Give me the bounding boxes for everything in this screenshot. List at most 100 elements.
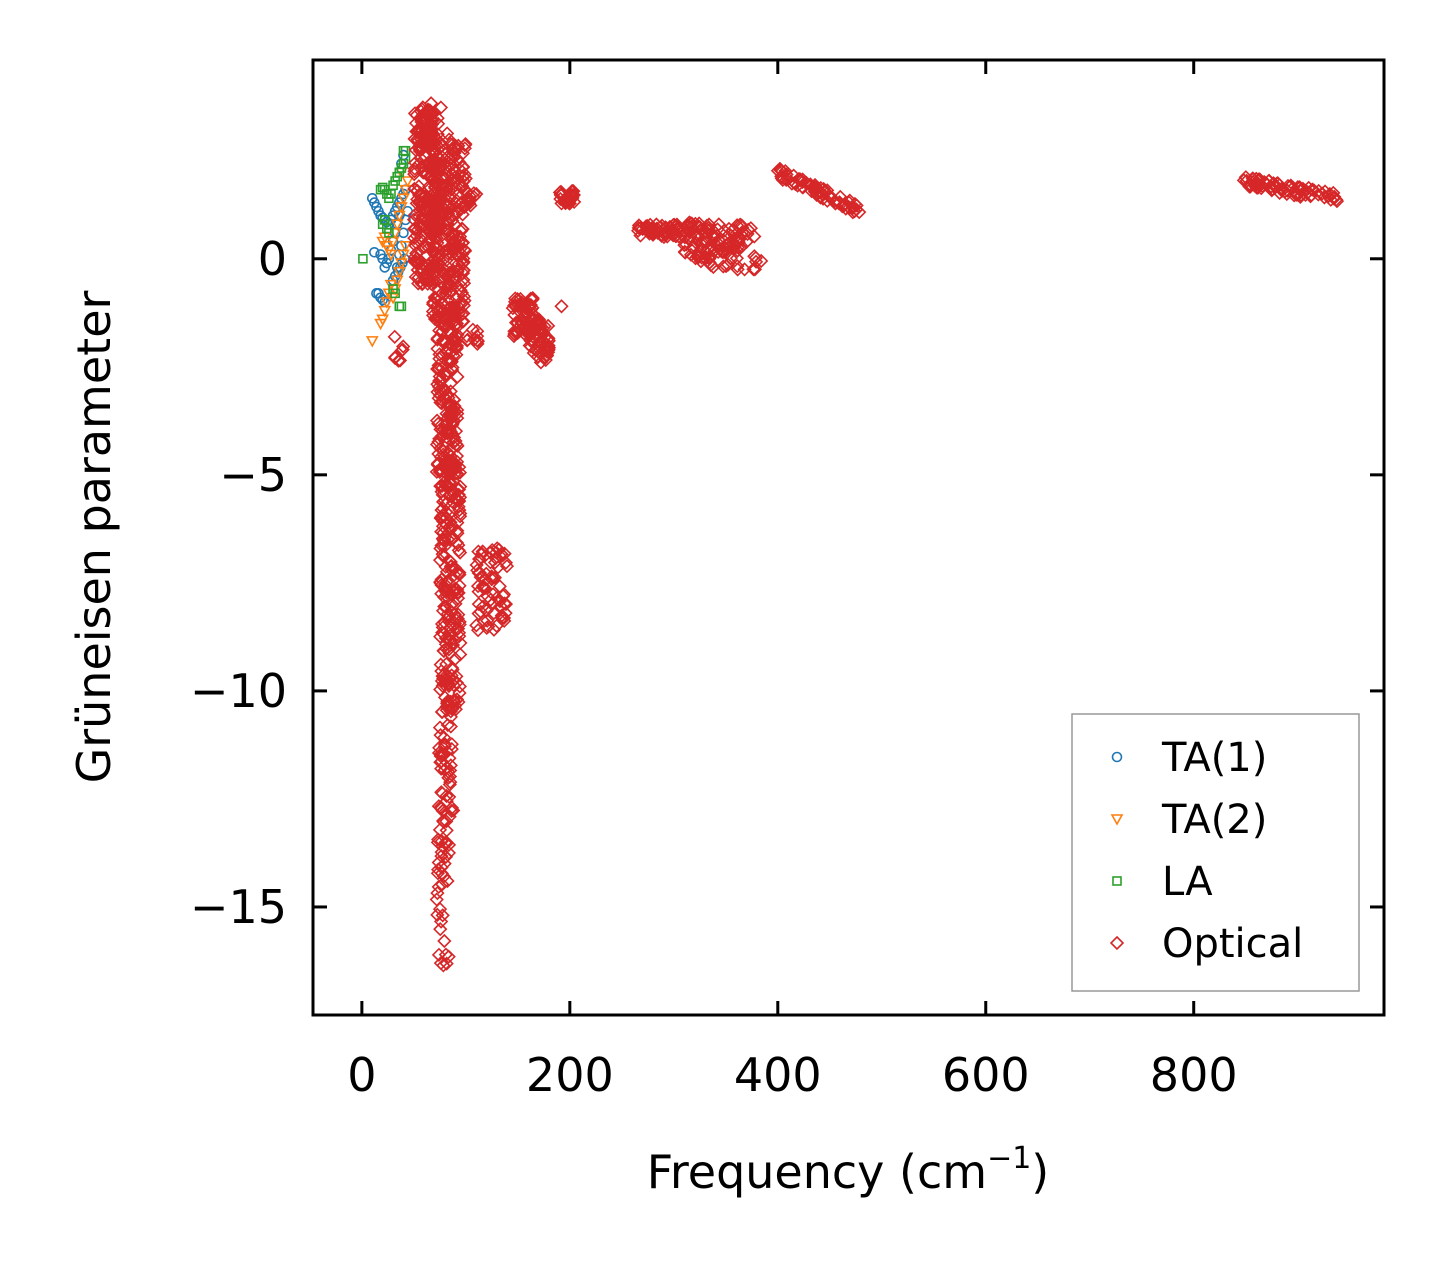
data-point xyxy=(531,317,546,332)
data-point xyxy=(365,336,379,348)
data-point xyxy=(451,234,466,249)
data-point xyxy=(462,192,477,207)
data-point xyxy=(440,461,455,477)
data-point xyxy=(716,259,731,274)
data-point xyxy=(425,259,441,274)
data-point xyxy=(679,237,694,252)
data-point xyxy=(435,360,450,376)
x-tick-label: 600 xyxy=(942,1048,1030,1102)
data-point xyxy=(775,172,790,188)
data-point xyxy=(631,220,646,236)
data-point xyxy=(418,272,433,287)
data-point xyxy=(480,613,495,628)
data-point xyxy=(443,210,459,226)
data-point xyxy=(441,352,456,367)
data-point xyxy=(399,184,412,197)
y-tick-label: −5 xyxy=(219,448,287,502)
data-point xyxy=(718,258,734,274)
data-point xyxy=(432,553,448,568)
data-point xyxy=(433,746,449,761)
data-point xyxy=(471,584,486,599)
data-point xyxy=(437,599,452,614)
data-point xyxy=(446,330,461,345)
data-point xyxy=(443,355,459,370)
data-point xyxy=(487,570,503,585)
data-point xyxy=(388,284,398,294)
data-point xyxy=(452,679,467,694)
data-point xyxy=(440,573,455,589)
data-point xyxy=(431,832,446,847)
data-point xyxy=(727,228,742,243)
data-point xyxy=(471,544,486,559)
legend-item-ta-2-: TA(2) xyxy=(1110,797,1267,843)
data-point xyxy=(452,202,468,217)
data-point xyxy=(677,230,692,245)
data-point xyxy=(685,240,701,255)
data-point xyxy=(414,261,429,277)
plot-frame xyxy=(311,58,1386,1017)
data-point xyxy=(377,294,388,306)
data-point xyxy=(416,165,431,180)
data-point xyxy=(477,581,493,596)
data-point xyxy=(454,221,469,236)
data-point xyxy=(706,259,721,275)
data-point xyxy=(691,216,707,231)
data-point xyxy=(430,907,445,922)
data-point xyxy=(408,142,423,158)
data-point xyxy=(807,177,823,193)
data-point xyxy=(435,508,450,523)
data-point xyxy=(442,132,457,147)
data-point xyxy=(437,318,452,333)
data-point xyxy=(448,581,463,596)
data-point xyxy=(384,228,394,238)
data-point xyxy=(441,271,456,287)
data-point xyxy=(448,492,464,507)
data-point xyxy=(429,464,444,479)
data-point xyxy=(391,353,406,368)
data-point xyxy=(444,344,459,360)
data-point xyxy=(714,244,729,259)
data-point xyxy=(416,196,431,211)
legend-label: LA xyxy=(1162,859,1213,905)
data-point xyxy=(422,232,437,247)
data-point xyxy=(497,546,512,561)
data-point xyxy=(446,401,461,416)
x-axis-label-superscript: −1 xyxy=(987,1141,1031,1176)
data-point xyxy=(384,249,398,262)
data-point xyxy=(440,182,455,197)
data-point xyxy=(469,557,484,573)
series-layer xyxy=(358,96,1345,973)
legend-item-la: LA xyxy=(1112,859,1213,905)
data-point xyxy=(424,123,439,139)
legend-label: TA(2) xyxy=(1161,797,1267,843)
data-point xyxy=(444,460,459,476)
data-point xyxy=(438,673,453,688)
data-point xyxy=(564,187,580,203)
data-point xyxy=(475,544,490,559)
data-point xyxy=(483,555,498,570)
data-point xyxy=(439,242,455,257)
data-point xyxy=(408,155,423,171)
legend-items: TA(1) TA(2) LA Optical xyxy=(1109,735,1303,967)
data-point xyxy=(431,434,446,450)
data-point xyxy=(409,246,424,261)
data-point xyxy=(434,616,450,632)
data-point xyxy=(828,196,843,211)
data-point xyxy=(541,340,557,355)
data-point xyxy=(1306,183,1321,198)
x-tick-label: 400 xyxy=(734,1048,822,1102)
data-point xyxy=(471,606,486,621)
data-point xyxy=(497,596,512,611)
data-point xyxy=(435,347,450,362)
data-point xyxy=(707,231,722,246)
data-point xyxy=(436,958,451,973)
data-point xyxy=(693,254,709,269)
data-point xyxy=(787,175,802,191)
data-point xyxy=(447,217,462,232)
data-point xyxy=(511,298,526,313)
data-point xyxy=(427,264,443,280)
data-point xyxy=(1326,185,1341,201)
data-point xyxy=(1293,187,1309,203)
legend-item-ta-1-: TA(1) xyxy=(1111,735,1267,781)
data-point xyxy=(443,719,458,734)
